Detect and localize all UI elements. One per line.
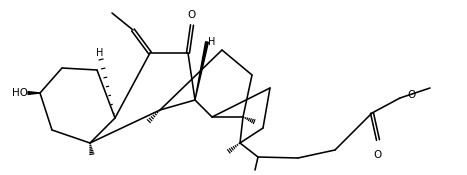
Text: H: H <box>208 37 215 47</box>
Text: O: O <box>407 90 415 100</box>
Text: H: H <box>96 48 104 58</box>
Text: O: O <box>188 10 196 20</box>
Polygon shape <box>28 92 40 94</box>
Text: O: O <box>374 150 382 160</box>
Text: HO: HO <box>12 88 28 98</box>
Polygon shape <box>195 42 208 100</box>
